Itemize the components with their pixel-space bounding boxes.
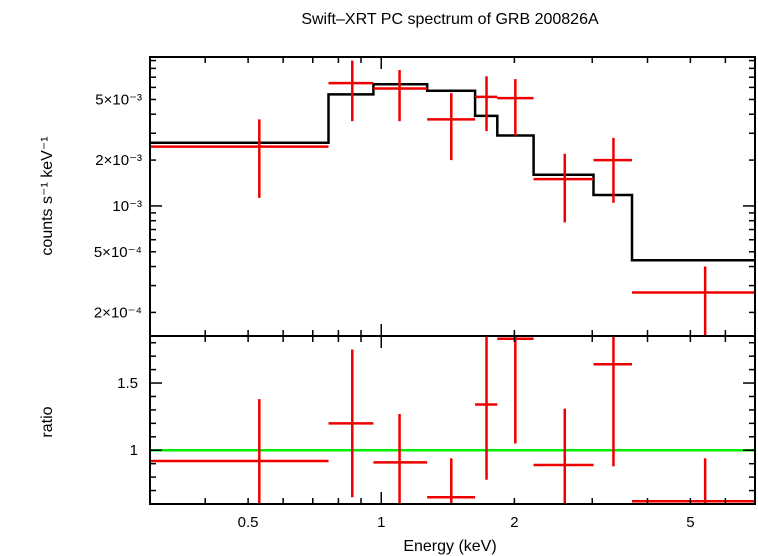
spectrum-y-axis-label: counts s⁻¹ keV⁻¹ — [39, 136, 56, 255]
x-axis-label: Energy (keV) — [403, 538, 496, 555]
x-tick-label-2: 2 — [510, 514, 518, 531]
ratio-frame — [149, 335, 756, 505]
x-tick-label-0.5: 0.5 — [238, 514, 259, 531]
spectrum-y-tick-label-5: 5×10⁻³ — [95, 91, 142, 108]
ratio-y-tick-label-2: 1.5 — [117, 375, 138, 392]
ratio-y-tick-label-1: 1 — [130, 442, 138, 459]
spectrum-y-tick-label-2: 5×10⁻⁴ — [94, 244, 142, 261]
spectrum-y-tick-label-4: 2×10⁻³ — [95, 152, 142, 169]
ratio-panel: 0.5 1 2 5 1 1.5 — [117, 335, 756, 531]
x-tick-label-1: 1 — [377, 514, 385, 531]
chart-title: Swift–XRT PC spectrum of GRB 200826A — [301, 11, 599, 28]
spectrum-panel: 2×10⁻⁴ 5×10⁻⁴ 10⁻³ 2×10⁻³ 5×10⁻³ — [94, 56, 756, 337]
x-tick-label-5: 5 — [686, 514, 694, 531]
spectrum-y-tick-label-1: 2×10⁻⁴ — [94, 304, 142, 321]
spectrum-y-tick-label-3: 10⁻³ — [112, 198, 142, 215]
ratio-y-axis-label: ratio — [39, 406, 56, 437]
